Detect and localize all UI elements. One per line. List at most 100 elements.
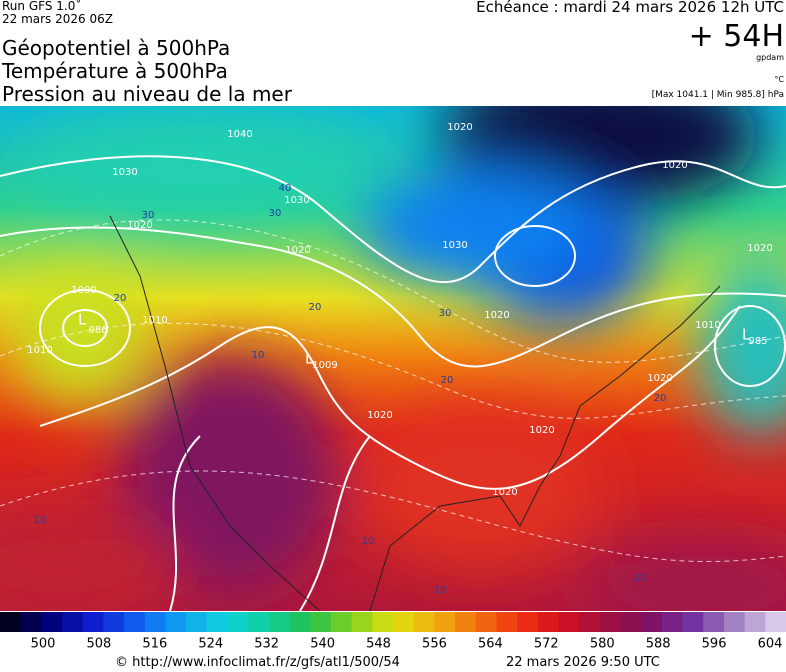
- color-scale-label: 564: [478, 637, 503, 652]
- isobar-label: 1030: [442, 240, 467, 251]
- color-swatch: [703, 612, 725, 632]
- isobar-label: 1020: [492, 487, 517, 498]
- unit-temperature: °C: [774, 75, 784, 84]
- color-swatch: [475, 612, 497, 632]
- run-label: Run GFS 1.0˚: [2, 0, 82, 13]
- isotherm-label: 30: [269, 208, 282, 219]
- isobar-label: 1020: [447, 122, 472, 133]
- isobar-label: 1000: [71, 285, 96, 296]
- color-scale-label: 548: [366, 637, 391, 652]
- color-scale-label: 508: [87, 637, 112, 652]
- isobar-label: 1020: [367, 410, 392, 421]
- color-swatch: [62, 612, 84, 632]
- color-swatch: [455, 612, 477, 632]
- title-line: Température à 500hPa: [2, 59, 228, 83]
- color-scale-label: 556: [422, 637, 447, 652]
- isotherm-label: 10: [434, 585, 447, 596]
- color-swatch: [165, 612, 187, 632]
- color-swatch: [579, 612, 601, 632]
- isobar-label: 1030: [284, 195, 309, 206]
- isobar-label: 1020: [662, 160, 687, 171]
- isobars: [0, 155, 786, 611]
- isotherm-label: 30: [439, 308, 452, 319]
- color-swatch: [268, 612, 291, 632]
- color-swatch: [289, 612, 311, 632]
- isobar-label: 1020: [647, 373, 672, 384]
- color-swatch: [206, 612, 229, 632]
- isobar-label: 1010: [27, 345, 52, 356]
- isobar-label: 986: [88, 325, 107, 336]
- color-scale-label: 524: [198, 637, 223, 652]
- isotherm-label: 20: [309, 302, 322, 313]
- isobar-label: 1009: [312, 360, 337, 371]
- color-swatch: [330, 612, 353, 632]
- color-scale-label: 500: [31, 637, 56, 652]
- valid-time: Echéance : mardi 24 mars 2026 12h UTC: [476, 0, 784, 16]
- color-swatch: [20, 612, 42, 632]
- low-center: L: [742, 326, 751, 344]
- color-swatch: [372, 612, 394, 632]
- color-swatch: [599, 612, 622, 632]
- isotherm-label: 20: [654, 393, 667, 404]
- color-swatch: [620, 612, 642, 632]
- run-date: 22 mars 2026 06Z: [2, 12, 113, 26]
- isobar-label: 1020: [285, 245, 310, 256]
- color-scale-label: 588: [646, 637, 671, 652]
- color-swatch: [351, 612, 373, 632]
- color-swatch: [248, 612, 270, 632]
- isobar-label: 1040: [227, 129, 252, 140]
- color-scale: 500 508 516 524 532 540 548 556 564 572 580 588 596 6…: [0, 612, 786, 652]
- color-swatch: [186, 612, 208, 632]
- isotherm-label: 20: [114, 293, 127, 304]
- isobar-label: 1020: [127, 220, 152, 231]
- forecast-map: 1040103010301020102010009861010101010091…: [0, 106, 786, 611]
- isobar-label: 1020: [529, 425, 554, 436]
- color-swatch: [723, 612, 746, 632]
- color-swatch: [124, 612, 146, 632]
- color-swatch: [765, 612, 786, 632]
- color-swatch: [310, 612, 332, 632]
- color-scale-label: 580: [590, 637, 615, 652]
- color-swatch: [744, 612, 766, 632]
- color-swatch: [227, 612, 249, 632]
- isobar-label: 1010: [695, 320, 720, 331]
- isotherm-label: 10: [362, 536, 375, 547]
- isobar-label: 1020: [484, 310, 509, 321]
- color-swatch: [537, 612, 559, 632]
- isotherm-label: 10: [252, 350, 265, 361]
- source-credit: © http://www.infoclimat.fr/z/gfs/atl1/50…: [115, 655, 400, 670]
- color-swatch: [641, 612, 663, 632]
- lead-time: + 54H: [688, 19, 784, 54]
- isotherm-label: 10: [634, 573, 647, 584]
- color-swatch: [434, 612, 456, 632]
- color-swatch: [682, 612, 704, 632]
- title-line: Géopotentiel à 500hPa: [2, 36, 231, 60]
- color-swatch: [393, 612, 415, 632]
- color-scale-label: 604: [758, 637, 783, 652]
- isotherm-label: 20: [441, 375, 454, 386]
- color-scale-label: 540: [310, 637, 335, 652]
- color-swatch: [82, 612, 104, 632]
- color-scale-label: 572: [534, 637, 559, 652]
- isotherms: [0, 219, 786, 563]
- title-line: Pression au niveau de la mer: [2, 82, 292, 106]
- unit-geopotential: gpdam: [756, 53, 784, 62]
- color-scale-label: 596: [702, 637, 727, 652]
- color-swatch: [0, 612, 22, 632]
- color-swatch: [517, 612, 539, 632]
- color-scale-label: 532: [254, 637, 279, 652]
- pressure-range: [Max 1041.1 | Min 985.8] hPa: [651, 90, 784, 100]
- color-swatch: [413, 612, 435, 632]
- color-swatch: [103, 612, 125, 632]
- isobar-label: 1030: [112, 167, 137, 178]
- coastline: [109, 215, 721, 611]
- isotherm-label: 30: [142, 210, 155, 221]
- isobar-label: 985: [748, 336, 767, 347]
- generated-time: 22 mars 2026 9:50 UTC: [506, 655, 660, 670]
- isobar-label: 1010: [142, 315, 167, 326]
- isobar-label: 1020: [747, 243, 772, 254]
- color-swatch: [144, 612, 166, 632]
- color-swatch: [496, 612, 518, 632]
- low-center: L: [78, 311, 87, 329]
